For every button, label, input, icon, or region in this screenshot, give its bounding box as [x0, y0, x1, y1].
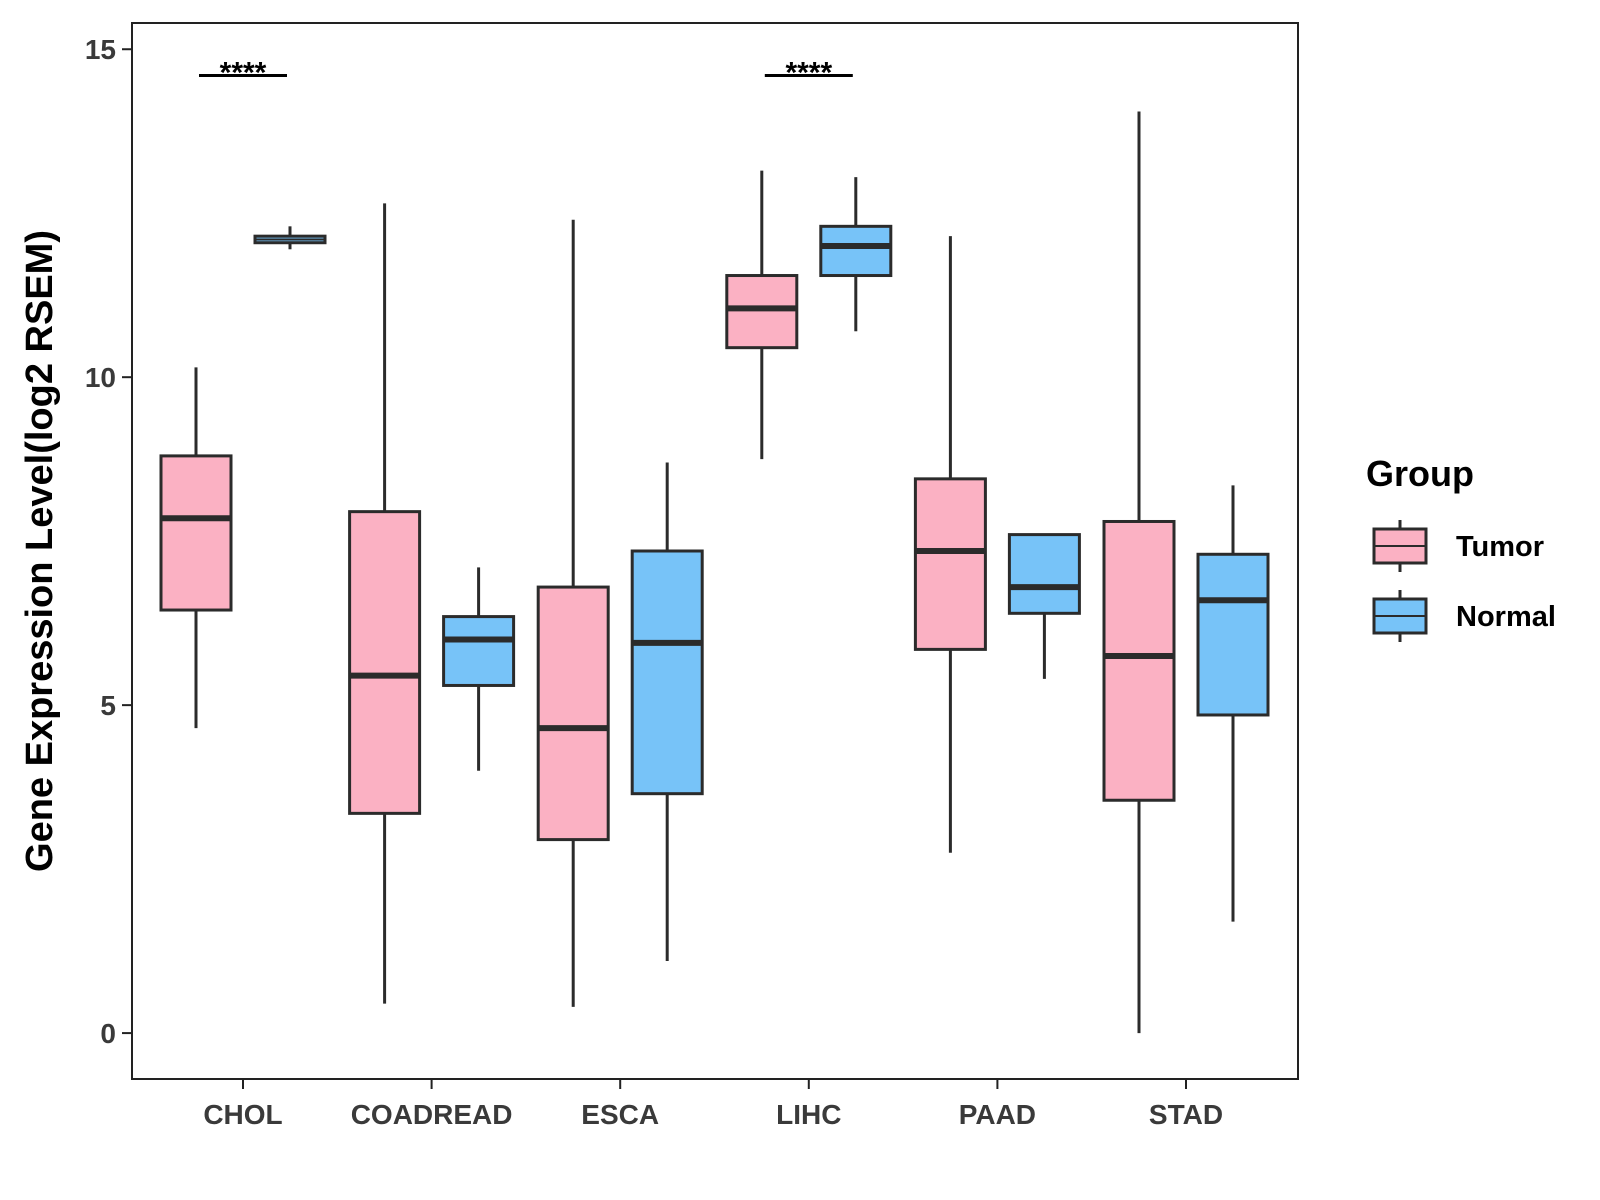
legend-label: Tumor — [1456, 531, 1544, 563]
legend-title: Group — [1366, 453, 1474, 494]
box-body — [159, 454, 233, 612]
box-body — [1196, 552, 1270, 717]
x-tick-label: ESCA — [581, 1099, 659, 1130]
legend-item-tumor: Tumor — [1372, 520, 1544, 572]
box-body — [725, 274, 799, 350]
x-tick-label: COADREAD — [351, 1099, 513, 1130]
x-tick-label: LIHC — [776, 1099, 841, 1130]
box-body — [819, 224, 893, 278]
box-tumor-esca — [536, 219, 610, 1007]
x-tick-label: PAAD — [959, 1099, 1036, 1130]
box-tumor-chol — [159, 367, 233, 729]
box-body — [442, 615, 516, 687]
box-body — [1007, 533, 1081, 615]
legend-label: Normal — [1456, 601, 1556, 633]
box-tumor-stad — [1102, 111, 1176, 1034]
box-body — [913, 477, 987, 651]
y-tick-label: 5 — [100, 690, 116, 721]
box-normal-paad — [1007, 533, 1081, 679]
y-tick-label: 0 — [100, 1018, 116, 1049]
x-tick-label: CHOL — [203, 1099, 282, 1130]
box-normal-esca — [630, 462, 704, 961]
box-tumor-coadread — [348, 203, 422, 1004]
box-normal-stad — [1196, 485, 1270, 922]
box-body — [630, 549, 704, 796]
box-normal-chol — [253, 226, 327, 250]
box-tumor-lihc — [725, 170, 799, 460]
box-body — [536, 585, 610, 842]
significance-label: **** — [220, 56, 267, 89]
box-normal-coadread — [442, 567, 516, 771]
x-tick-label: STAD — [1149, 1099, 1223, 1130]
y-tick-label: 15 — [85, 34, 116, 65]
significance-label: **** — [785, 56, 832, 89]
box-body — [1102, 519, 1176, 802]
y-tick-label: 10 — [85, 362, 116, 393]
plot-panel — [131, 22, 1299, 1080]
y-axis-title: Gene Expression Level(log2 RSEM) — [19, 230, 61, 872]
box-body — [348, 510, 422, 815]
box-tumor-paad — [913, 236, 987, 853]
legend-item-normal: Normal — [1372, 590, 1556, 642]
box-normal-lihc — [819, 177, 893, 332]
